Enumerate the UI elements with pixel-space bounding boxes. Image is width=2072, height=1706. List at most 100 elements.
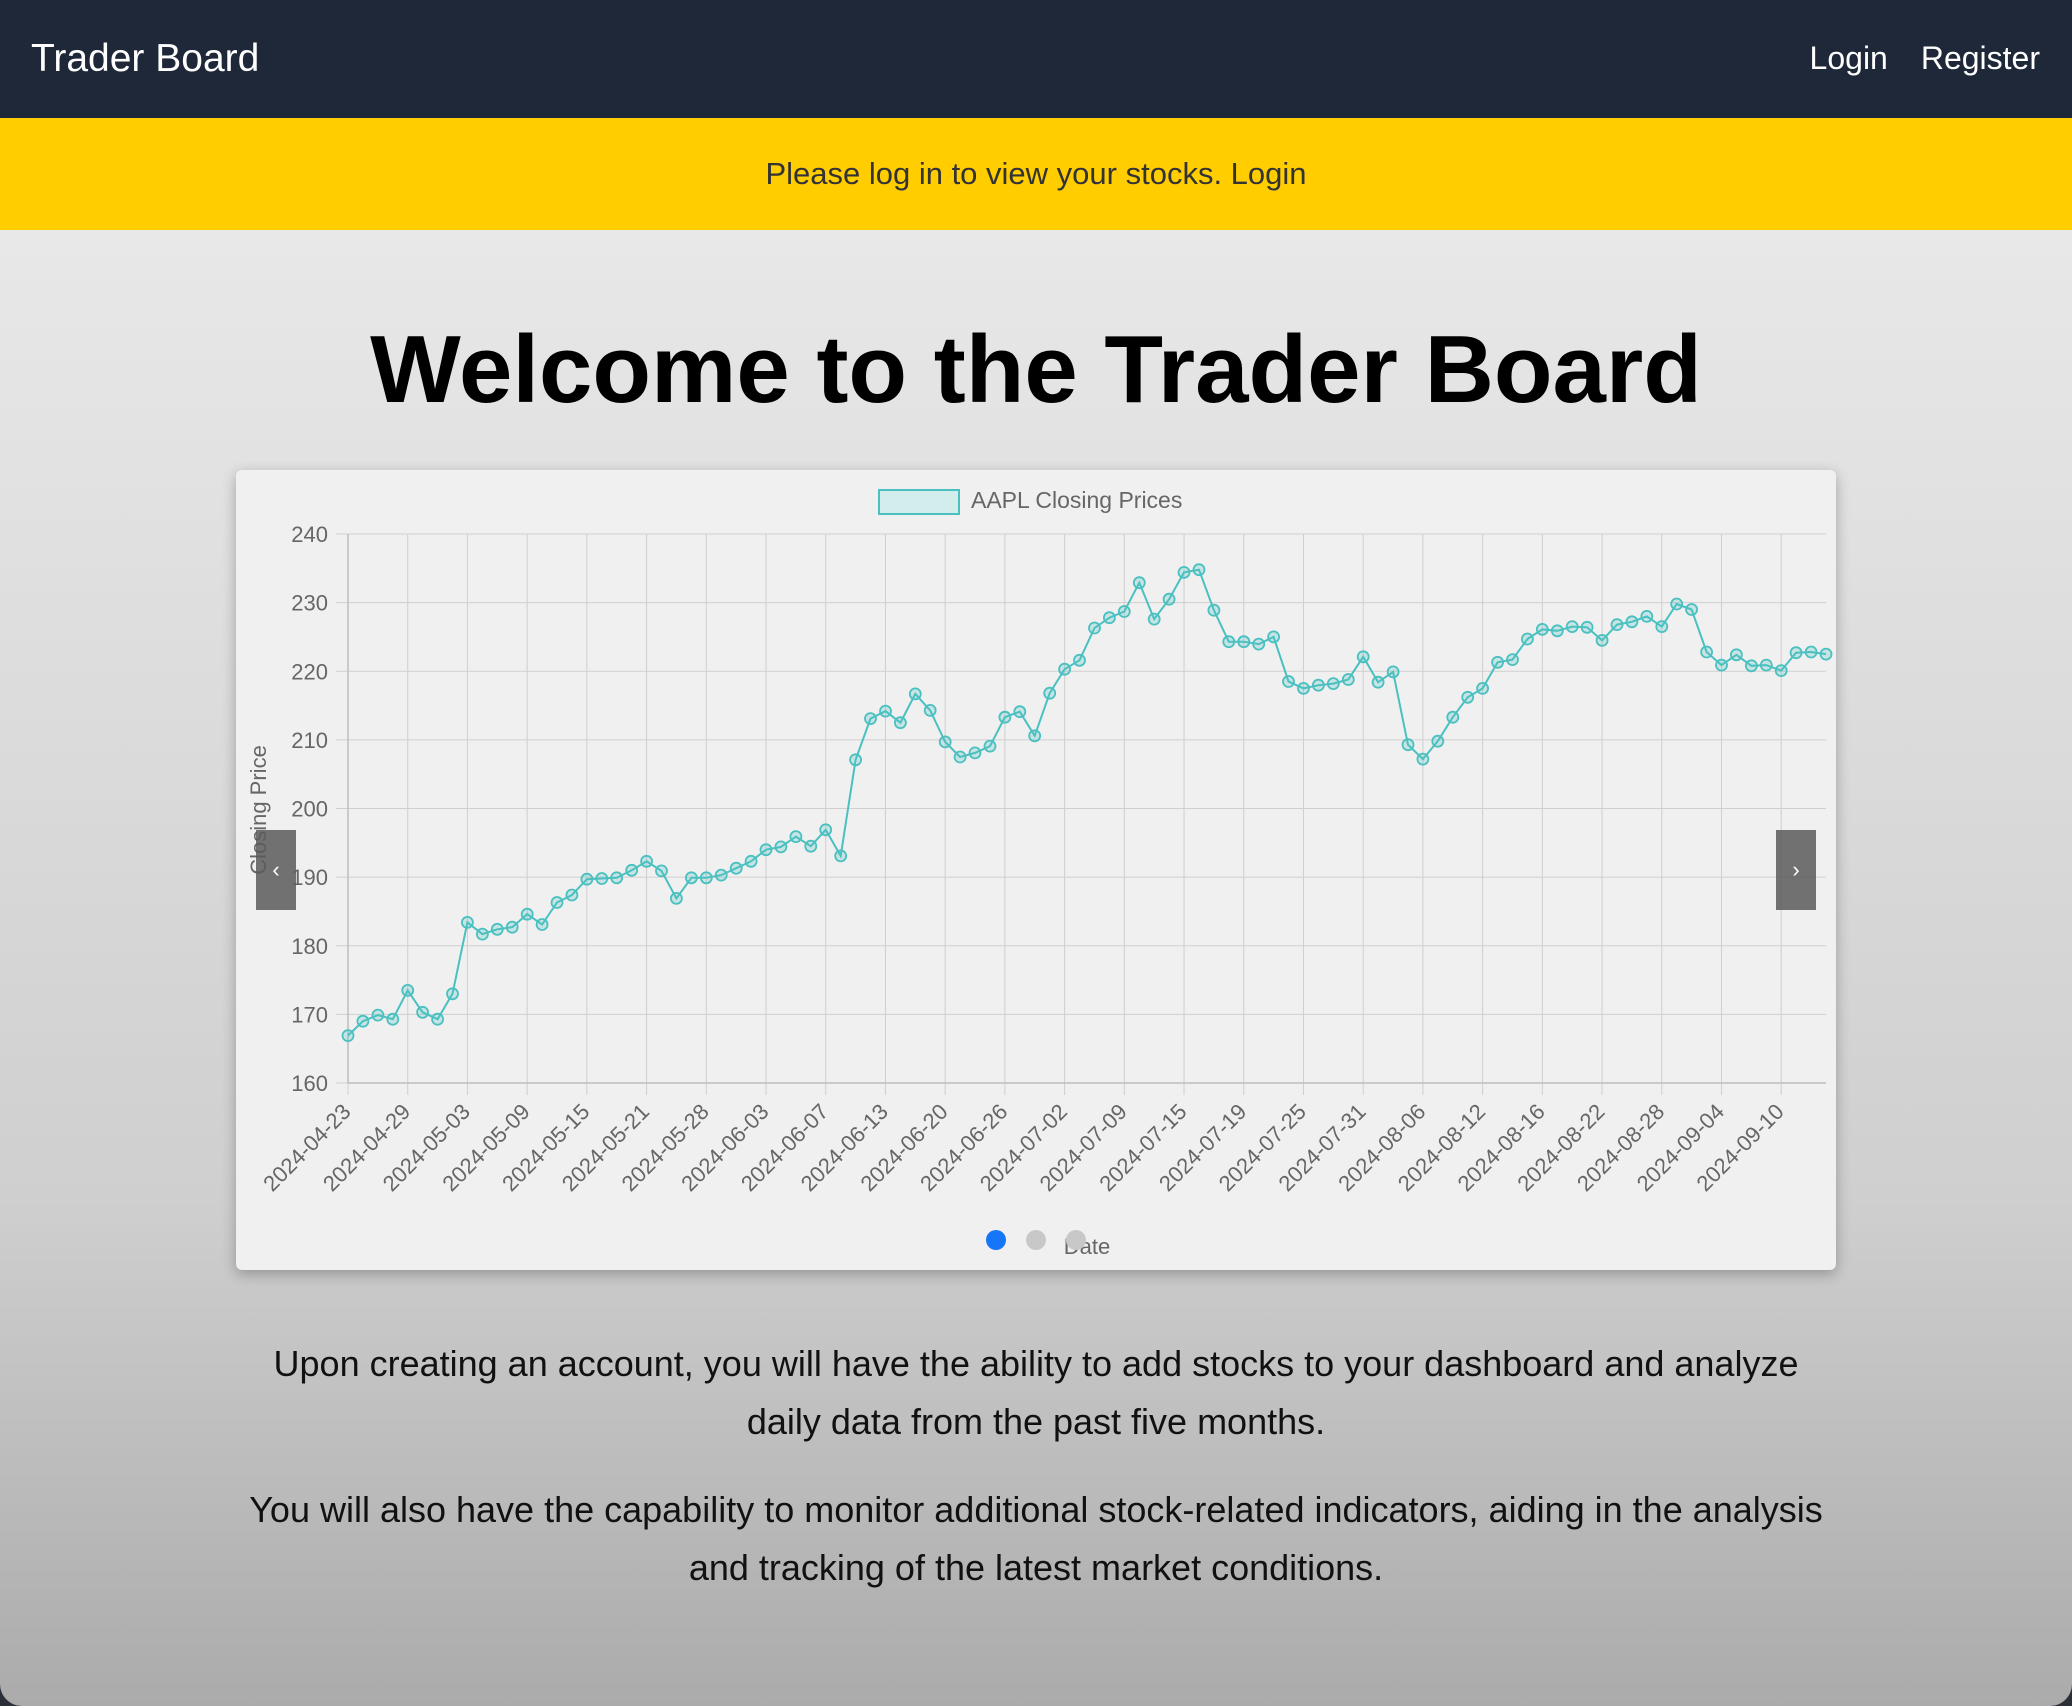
data-point[interactable] bbox=[1491, 655, 1504, 669]
data-point[interactable] bbox=[1103, 611, 1116, 625]
data-point[interactable] bbox=[1550, 624, 1564, 638]
data-point[interactable] bbox=[371, 1008, 385, 1022]
data-point[interactable] bbox=[1192, 563, 1206, 577]
data-point[interactable] bbox=[714, 868, 728, 882]
data-point[interactable] bbox=[1461, 690, 1475, 704]
data-point[interactable] bbox=[655, 864, 668, 878]
data-point[interactable] bbox=[1804, 645, 1818, 659]
data-point[interactable] bbox=[1162, 592, 1176, 606]
register-link[interactable]: Register bbox=[1920, 40, 2040, 76]
data-point[interactable] bbox=[774, 840, 788, 854]
data-point[interactable] bbox=[1088, 621, 1101, 635]
data-point[interactable] bbox=[1595, 633, 1609, 647]
carousel-next-button[interactable]: › bbox=[1776, 830, 1816, 910]
data-point[interactable] bbox=[490, 922, 504, 936]
data-point[interactable] bbox=[1058, 662, 1071, 676]
data-point[interactable] bbox=[1177, 566, 1191, 579]
data-point[interactable] bbox=[789, 830, 803, 844]
data-point[interactable] bbox=[699, 871, 713, 885]
data-point[interactable] bbox=[595, 872, 609, 885]
data-point[interactable] bbox=[1610, 618, 1624, 632]
data-point[interactable] bbox=[1117, 605, 1131, 618]
carousel-indicator-2[interactable] bbox=[1026, 1230, 1046, 1250]
data-point[interactable] bbox=[446, 987, 459, 1001]
data-point[interactable] bbox=[998, 710, 1012, 724]
data-point[interactable] bbox=[1535, 622, 1549, 636]
data-point[interactable] bbox=[341, 1029, 355, 1042]
data-point[interactable] bbox=[1267, 630, 1280, 644]
data-point[interactable] bbox=[864, 712, 877, 726]
data-point[interactable] bbox=[1147, 612, 1161, 626]
data-point[interactable] bbox=[1252, 637, 1266, 651]
data-point[interactable] bbox=[1132, 576, 1146, 590]
data-point[interactable] bbox=[849, 753, 862, 767]
data-point[interactable] bbox=[1312, 678, 1325, 692]
data-point[interactable] bbox=[580, 872, 594, 886]
data-point[interactable] bbox=[625, 863, 639, 877]
legend-label[interactable]: AAPL Closing Prices bbox=[971, 487, 1182, 513]
data-point[interactable] bbox=[1356, 650, 1370, 664]
data-point[interactable] bbox=[1625, 615, 1639, 629]
legend-swatch[interactable] bbox=[878, 489, 960, 515]
data-point[interactable] bbox=[684, 871, 698, 885]
data-point[interactable] bbox=[356, 1014, 370, 1028]
data-point[interactable] bbox=[1476, 681, 1489, 695]
data-point[interactable] bbox=[1431, 734, 1445, 748]
data-point[interactable] bbox=[759, 843, 773, 857]
data-point[interactable] bbox=[460, 915, 474, 929]
data-point[interactable] bbox=[1670, 597, 1684, 611]
data-point[interactable] bbox=[1386, 665, 1400, 679]
carousel-indicator-1[interactable] bbox=[986, 1230, 1006, 1250]
data-point[interactable] bbox=[1341, 673, 1355, 686]
data-point[interactable] bbox=[938, 735, 952, 749]
data-point[interactable] bbox=[1745, 659, 1758, 673]
data-point[interactable] bbox=[1326, 677, 1340, 691]
data-point[interactable] bbox=[640, 854, 654, 868]
data-point[interactable] bbox=[804, 839, 818, 853]
data-point[interactable] bbox=[1446, 710, 1460, 724]
data-point[interactable] bbox=[1715, 658, 1728, 672]
data-point[interactable] bbox=[953, 750, 967, 764]
data-point[interactable] bbox=[1073, 653, 1086, 667]
data-point[interactable] bbox=[834, 849, 848, 863]
data-point[interactable] bbox=[729, 861, 743, 875]
data-point[interactable] bbox=[1580, 620, 1594, 634]
data-point[interactable] bbox=[968, 746, 982, 760]
data-point[interactable] bbox=[1759, 658, 1773, 672]
data-point[interactable] bbox=[431, 1012, 445, 1026]
carousel-prev-button[interactable]: ‹ bbox=[256, 830, 296, 910]
data-point[interactable] bbox=[386, 1012, 400, 1026]
carousel-indicator-3[interactable] bbox=[1066, 1230, 1086, 1250]
alert-login-link[interactable]: Login bbox=[1230, 156, 1307, 191]
data-point[interactable] bbox=[520, 907, 534, 921]
data-point[interactable] bbox=[819, 823, 833, 837]
data-point[interactable] bbox=[1401, 738, 1415, 752]
data-point[interactable] bbox=[550, 896, 564, 909]
data-point[interactable] bbox=[1565, 620, 1579, 634]
data-point[interactable] bbox=[1789, 646, 1803, 660]
brand-logo[interactable]: Trader Board bbox=[31, 37, 260, 80]
data-point[interactable] bbox=[1237, 635, 1251, 649]
data-point[interactable] bbox=[1506, 653, 1519, 667]
data-point[interactable] bbox=[923, 703, 937, 717]
data-point[interactable] bbox=[1043, 686, 1057, 700]
data-point[interactable] bbox=[1700, 645, 1713, 659]
data-point[interactable] bbox=[535, 918, 549, 931]
data-point[interactable] bbox=[610, 871, 624, 885]
data-point[interactable] bbox=[1222, 635, 1236, 649]
data-point[interactable] bbox=[1416, 752, 1430, 766]
data-point[interactable] bbox=[416, 1005, 430, 1019]
data-point[interactable] bbox=[1819, 647, 1833, 661]
data-point[interactable] bbox=[1207, 603, 1221, 617]
data-point[interactable] bbox=[565, 888, 579, 902]
data-point[interactable] bbox=[1655, 620, 1669, 634]
data-point[interactable] bbox=[1371, 675, 1385, 689]
data-point[interactable] bbox=[669, 891, 683, 905]
data-point[interactable] bbox=[1297, 681, 1310, 695]
data-point[interactable] bbox=[983, 739, 997, 753]
data-point[interactable] bbox=[505, 920, 519, 934]
login-link[interactable]: Login bbox=[1809, 40, 1888, 76]
data-point[interactable] bbox=[1774, 664, 1788, 678]
data-point[interactable] bbox=[401, 984, 415, 997]
data-point[interactable] bbox=[1013, 705, 1027, 719]
